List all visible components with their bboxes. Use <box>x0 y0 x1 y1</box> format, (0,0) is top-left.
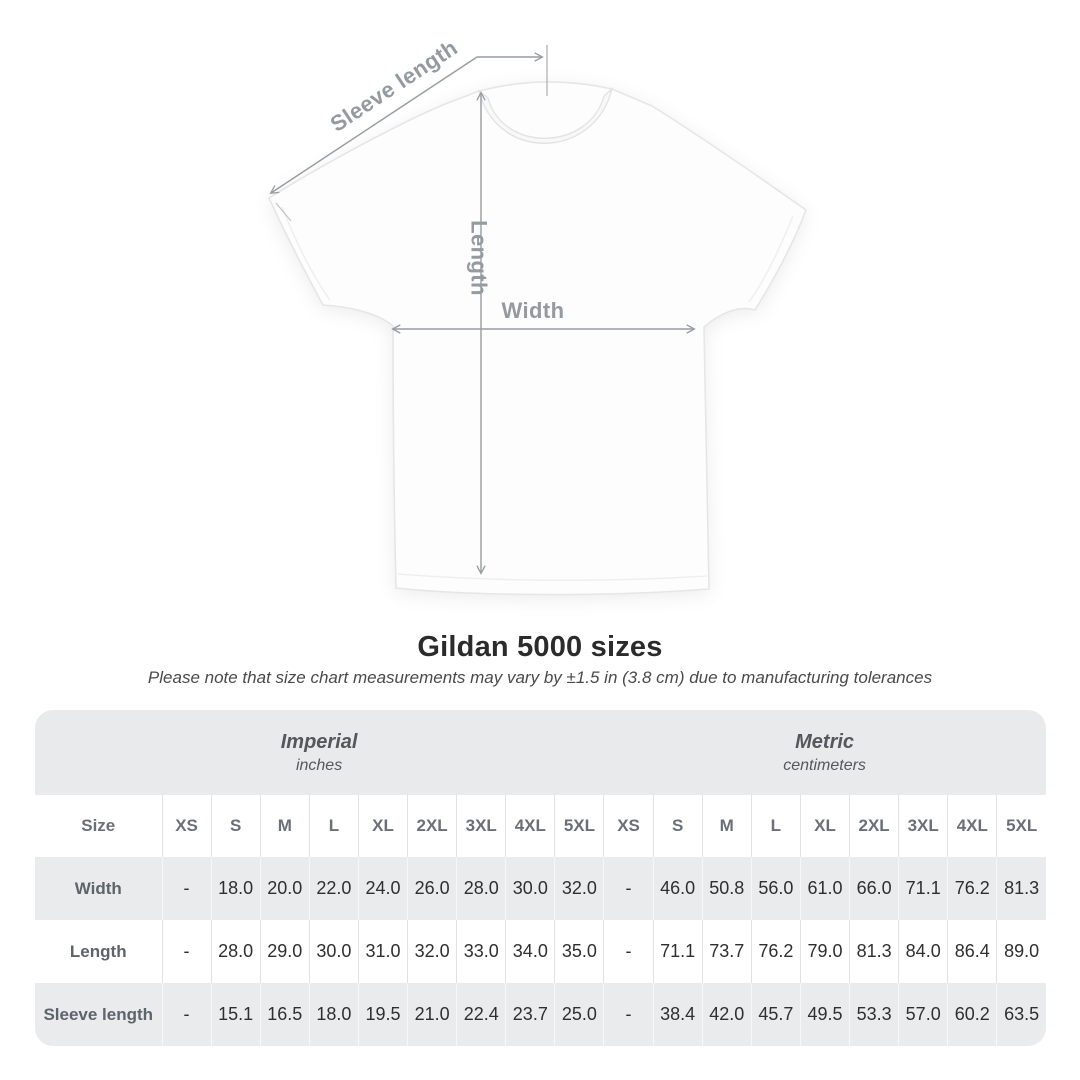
cell-metric: 49.5 <box>799 983 850 1046</box>
cell-metric: 61.0 <box>799 857 850 920</box>
cell-imperial: 23.7 <box>505 983 555 1046</box>
metric-group-label: Metric <box>795 730 855 753</box>
cell-imperial: 30.0 <box>308 920 359 983</box>
cell-imperial: 30.0 <box>505 857 555 920</box>
size-header-metric-xl: XL <box>799 795 850 857</box>
cell-imperial: - <box>161 920 212 983</box>
cell-imperial: 29.0 <box>259 920 310 983</box>
cell-imperial: 28.0 <box>210 920 261 983</box>
cell-imperial: 35.0 <box>554 920 604 983</box>
cell-metric: 53.3 <box>849 983 899 1046</box>
cell-imperial: 26.0 <box>407 857 457 920</box>
size-header-metric-s: S <box>652 795 703 857</box>
size-header-metric-l: L <box>750 795 801 857</box>
width-label: Width <box>502 298 565 323</box>
sleeve-length-dimension-line <box>269 52 544 195</box>
size-header-imperial-4xl: 4XL <box>505 795 555 857</box>
size-header-imperial-xl: XL <box>357 795 408 857</box>
cell-metric: - <box>603 920 654 983</box>
table-row: Width -18.0 20.0 22.0 24.0 26.0 28.0 30.0 32.0-4… <box>35 857 1046 920</box>
cell-metric: 56.0 <box>750 857 801 920</box>
cell-imperial: - <box>161 857 212 920</box>
metric-unit-label: centimeters <box>783 756 866 774</box>
cell-metric: 89.0 <box>996 920 1046 983</box>
cell-metric: 71.1 <box>898 857 948 920</box>
cell-metric: 86.4 <box>947 920 997 983</box>
cell-imperial: 18.0 <box>308 983 359 1046</box>
cell-imperial: 24.0 <box>357 857 408 920</box>
size-header-imperial-l: L <box>308 795 359 857</box>
cell-metric: 45.7 <box>750 983 801 1046</box>
size-table-body: Size XS S M L XL 2XL 3XL 4XL 5XL XS S M L XL 2XL 3XL 4XL 5… <box>35 795 1046 1046</box>
cell-imperial: 22.0 <box>308 857 359 920</box>
cell-metric: 50.8 <box>701 857 752 920</box>
cuff-extension-tick <box>275 202 292 222</box>
imperial-group-label: Imperial <box>280 730 358 753</box>
cell-imperial: 32.0 <box>407 920 457 983</box>
table-row: Sleeve length -15.1 16.5 18.0 19.5 21.0 22.4 23… <box>35 983 1046 1046</box>
cell-imperial: 31.0 <box>357 920 408 983</box>
cell-metric: 76.2 <box>750 920 801 983</box>
cell-metric: 81.3 <box>996 857 1046 920</box>
cell-metric: 60.2 <box>947 983 997 1046</box>
cell-metric: - <box>603 983 654 1046</box>
cell-metric: 42.0 <box>701 983 752 1046</box>
cell-imperial: 18.0 <box>210 857 261 920</box>
size-header-metric-3xl: 3XL <box>898 795 948 857</box>
cell-metric: 79.0 <box>799 920 850 983</box>
size-header-metric-5xl: 5XL <box>996 795 1046 857</box>
cell-metric: 63.5 <box>996 983 1046 1046</box>
page-title: Gildan 5000 sizes <box>417 631 663 663</box>
size-column-header: Size <box>81 816 116 835</box>
imperial-group-header: Imperial inches <box>35 710 603 795</box>
cell-metric: - <box>603 857 654 920</box>
cell-metric: 38.4 <box>652 983 703 1046</box>
size-header-imperial-5xl: 5XL <box>554 795 604 857</box>
tolerance-note: Please note that size chart measurements… <box>147 668 933 687</box>
cell-imperial: 25.0 <box>554 983 604 1046</box>
cell-imperial: 28.0 <box>456 857 506 920</box>
cell-imperial: 34.0 <box>505 920 555 983</box>
row-label: Width <box>74 878 122 898</box>
cell-metric: 76.2 <box>947 857 997 920</box>
size-header-imperial-m: M <box>259 795 310 857</box>
cell-imperial: 20.0 <box>259 857 310 920</box>
imperial-unit-label: inches <box>295 756 343 774</box>
tshirt-measurement-diagram: Sleeve length Length Width <box>267 35 807 596</box>
cell-metric: 73.7 <box>701 920 752 983</box>
cell-metric: 84.0 <box>898 920 948 983</box>
size-header-metric-2xl: 2XL <box>849 795 899 857</box>
cell-metric: 81.3 <box>849 920 899 983</box>
cell-metric: 71.1 <box>652 920 703 983</box>
size-chart-container: Imperial inches Metric centimeters Size X… <box>35 710 1046 1046</box>
cell-imperial: 16.5 <box>259 983 310 1046</box>
size-header-imperial-xs: XS <box>161 795 212 857</box>
cell-imperial: 32.0 <box>554 857 604 920</box>
size-header-metric-xs: XS <box>603 795 654 857</box>
cell-metric: 57.0 <box>898 983 948 1046</box>
cell-imperial: 22.4 <box>456 983 506 1046</box>
size-header-row: Size XS S M L XL 2XL 3XL 4XL 5XL XS S M L XL 2XL 3XL 4XL 5… <box>35 795 1046 857</box>
cell-metric: 46.0 <box>652 857 703 920</box>
measurement-lines <box>269 45 696 575</box>
size-header-imperial-3xl: 3XL <box>456 795 506 857</box>
metric-group-header: Metric centimeters <box>603 710 1046 795</box>
size-header-imperial-2xl: 2XL <box>407 795 457 857</box>
row-label: Sleeve length <box>43 1004 154 1024</box>
row-label: Length <box>69 941 127 961</box>
cell-imperial: 19.5 <box>357 983 408 1046</box>
tshirt-graphic <box>267 81 807 596</box>
cell-imperial: - <box>161 983 212 1046</box>
cell-imperial: 21.0 <box>407 983 457 1046</box>
cell-imperial: 33.0 <box>456 920 506 983</box>
size-header-imperial-s: S <box>210 795 261 857</box>
cell-imperial: 15.1 <box>210 983 261 1046</box>
size-header-metric-m: M <box>701 795 752 857</box>
size-header-metric-4xl: 4XL <box>947 795 997 857</box>
length-label: Length <box>467 220 492 296</box>
unit-header-band: Imperial inches Metric centimeters <box>35 710 1046 795</box>
cell-metric: 66.0 <box>849 857 899 920</box>
size-table: Size XS S M L XL 2XL 3XL 4XL 5XL XS S M L XL 2XL 3XL 4XL 5… <box>35 795 1046 1046</box>
table-row: Length -28.0 29.0 30.0 31.0 32.0 33.0 34.0 35.0-… <box>35 920 1046 983</box>
